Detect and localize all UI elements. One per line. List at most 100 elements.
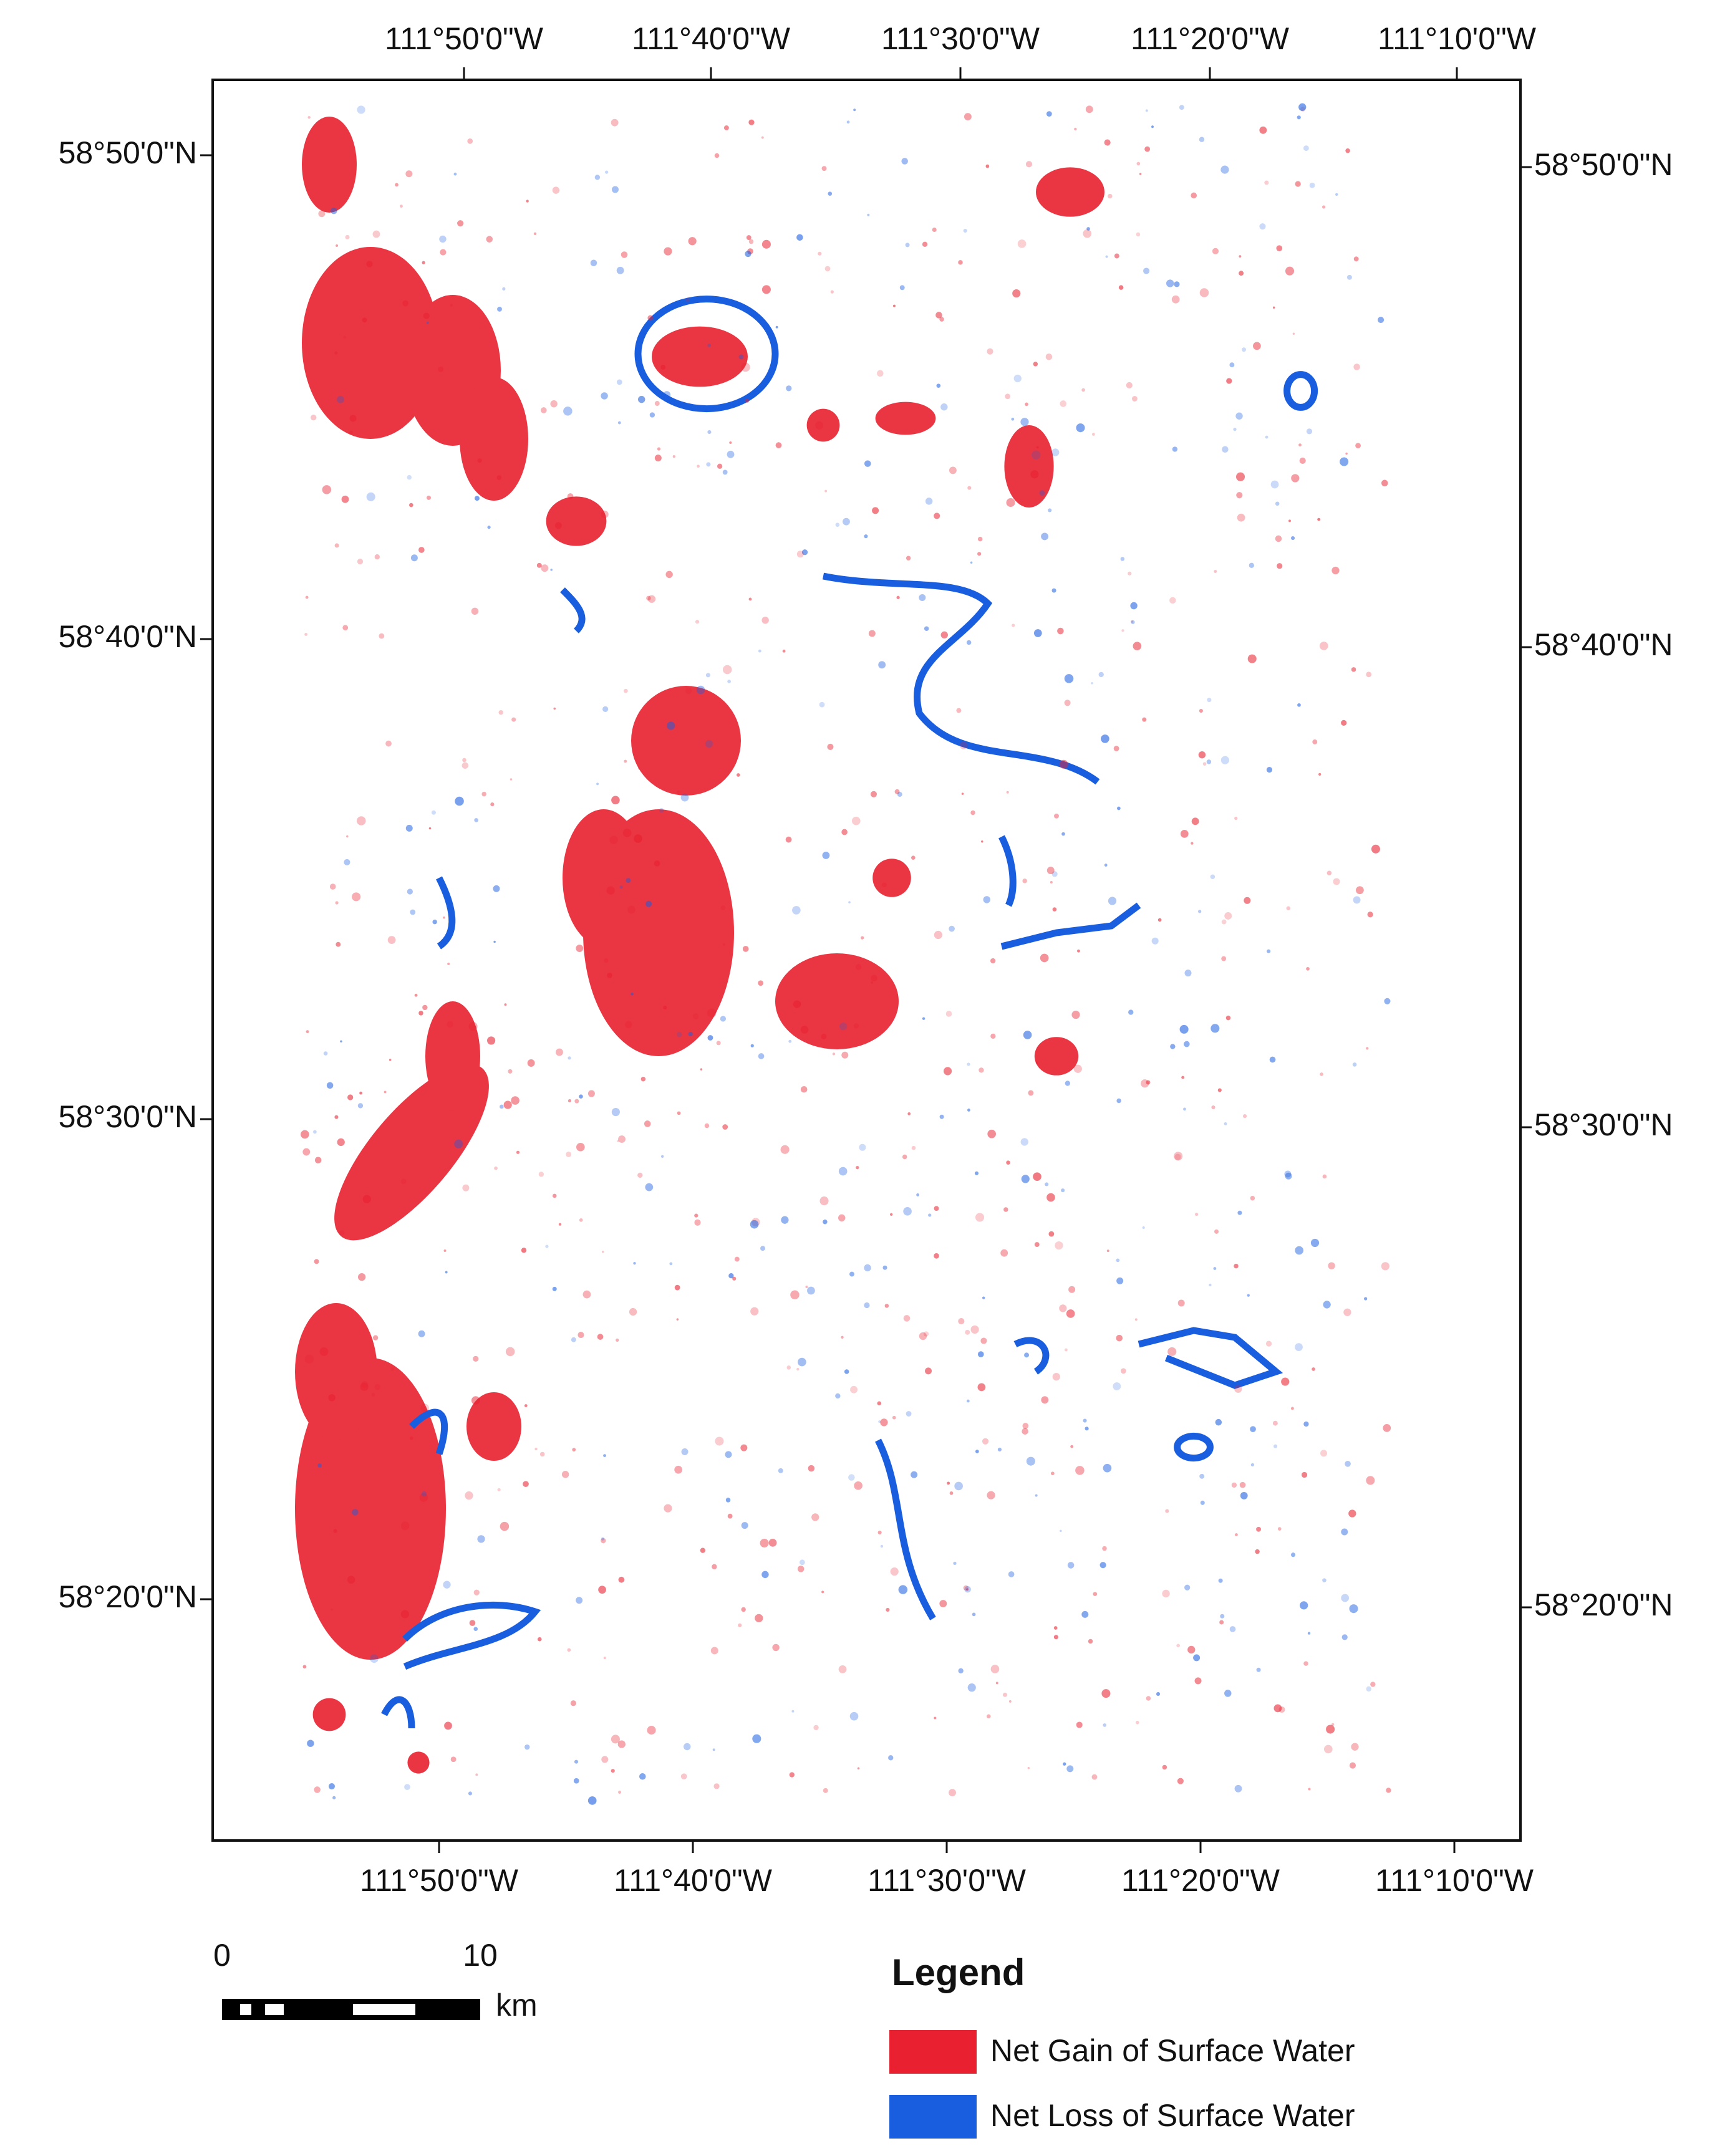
- speckle-dot: [624, 688, 628, 693]
- speckle-dot: [524, 1404, 528, 1407]
- speckle-dot: [352, 1509, 359, 1516]
- speckle-dot: [748, 239, 754, 244]
- speckle-dot: [601, 1537, 605, 1541]
- speckle-dot: [851, 816, 861, 825]
- speckle-dot: [861, 936, 864, 940]
- speckle-dot: [966, 1399, 970, 1403]
- speckle-dot: [832, 1052, 836, 1056]
- speckle-dot: [304, 1354, 314, 1364]
- speckle-dot: [384, 1090, 387, 1094]
- speckle-dot: [972, 1612, 976, 1617]
- speckle-dot: [1353, 896, 1361, 904]
- speckle-dot: [792, 906, 801, 915]
- speckle-dot: [1290, 1407, 1294, 1410]
- speckle-dot: [1039, 490, 1045, 496]
- scale-bar-segment: [265, 2004, 284, 2015]
- speckle-dot: [714, 153, 720, 158]
- speckle-dot: [1312, 1367, 1315, 1371]
- speckle-dot: [1281, 1377, 1290, 1386]
- speckle-dot: [647, 1726, 656, 1735]
- speckle-dot: [818, 251, 822, 256]
- speckle-dot: [422, 261, 425, 264]
- speckle-dot: [1025, 402, 1028, 407]
- speckle-dot: [568, 1056, 571, 1060]
- speckle-dot: [552, 1286, 557, 1291]
- speckle-dot: [871, 975, 877, 982]
- speckle-dot: [807, 1286, 815, 1295]
- speckle-dot: [1184, 970, 1192, 977]
- speckle-dot: [761, 239, 771, 249]
- speckle-dot: [521, 1248, 527, 1253]
- top-lon-label: 111°50'0"W: [385, 21, 544, 56]
- speckle-dot: [330, 1608, 333, 1611]
- speckle-dot: [1017, 239, 1027, 248]
- speckle-dot: [646, 595, 651, 601]
- speckle-dot: [1312, 739, 1318, 744]
- speckle-dot: [1081, 1610, 1089, 1618]
- speckle-dot: [722, 665, 732, 675]
- speckle-dot: [1198, 910, 1202, 913]
- speckle-dot: [846, 120, 850, 124]
- speckle-dot: [748, 119, 755, 125]
- speckle-dot: [1098, 671, 1104, 678]
- speckle-dot: [487, 526, 491, 529]
- speckle-dot: [1046, 111, 1052, 117]
- speckle-dot: [788, 1039, 792, 1043]
- speckle-dot: [637, 1172, 643, 1178]
- speckle-dot: [1370, 1682, 1376, 1687]
- speckle-dot: [1341, 719, 1347, 726]
- speckle-dot: [964, 1586, 971, 1593]
- speckle-dot: [1295, 181, 1301, 187]
- speckle-dot: [911, 855, 916, 860]
- speckle-dot: [619, 885, 623, 889]
- speckle-dot: [1103, 1723, 1107, 1727]
- speckle-dot: [811, 1513, 819, 1521]
- speckle-dot: [899, 285, 905, 291]
- speckle-dot: [1199, 708, 1203, 713]
- speckle-dot: [352, 892, 361, 902]
- speckle-dot: [688, 1032, 693, 1037]
- speckle-dot: [1116, 1277, 1124, 1284]
- speckle-dot: [1366, 671, 1372, 678]
- speckle-dot: [616, 379, 622, 385]
- speckle-dot: [594, 175, 601, 180]
- speckle-dot: [640, 1077, 646, 1082]
- speckle-dot: [1162, 1589, 1170, 1598]
- speckle-dot: [1126, 382, 1133, 389]
- speckle-dot: [934, 1716, 937, 1720]
- speckle-dot: [1285, 1172, 1292, 1180]
- speckle-dot: [627, 905, 636, 914]
- speckle-dot: [970, 1325, 979, 1334]
- speckle-dot: [1224, 1122, 1227, 1125]
- speckle-dot: [712, 1748, 715, 1751]
- speckle-dot: [1091, 682, 1093, 685]
- speckle-dot: [604, 958, 609, 963]
- speckle-dot: [537, 1637, 542, 1642]
- speckle-dot: [322, 485, 332, 494]
- speckle-dot: [1060, 1529, 1062, 1533]
- speckle-dot: [800, 1085, 808, 1093]
- speckle-dot: [1199, 1473, 1205, 1479]
- speckle-dot: [607, 973, 612, 978]
- speckle-dot: [379, 633, 385, 639]
- speckle-dot: [1322, 1174, 1327, 1179]
- speckle-dot: [990, 958, 996, 964]
- speckle-dot: [505, 1347, 515, 1357]
- speckle-dot: [314, 1157, 322, 1164]
- speckle-dot: [977, 552, 982, 556]
- speckle-dot: [1231, 1482, 1237, 1488]
- right-lat-label: 58°40'0"N: [1534, 627, 1673, 662]
- speckle-dot: [1093, 1592, 1098, 1596]
- speckle-dot: [465, 1491, 473, 1500]
- speckle-dot: [1348, 1509, 1356, 1518]
- speckle-dot: [977, 1351, 984, 1357]
- speckle-dot: [975, 1450, 979, 1453]
- speckle-dot: [761, 1571, 769, 1579]
- speckle-dot: [1151, 125, 1154, 128]
- speckle-dot: [1073, 1064, 1082, 1073]
- speckle-dot: [1381, 1262, 1389, 1271]
- speckle-dot: [622, 829, 632, 837]
- speckle-dot: [558, 1223, 562, 1226]
- speckle-dot: [1286, 906, 1291, 911]
- speckle-dot: [1233, 427, 1237, 431]
